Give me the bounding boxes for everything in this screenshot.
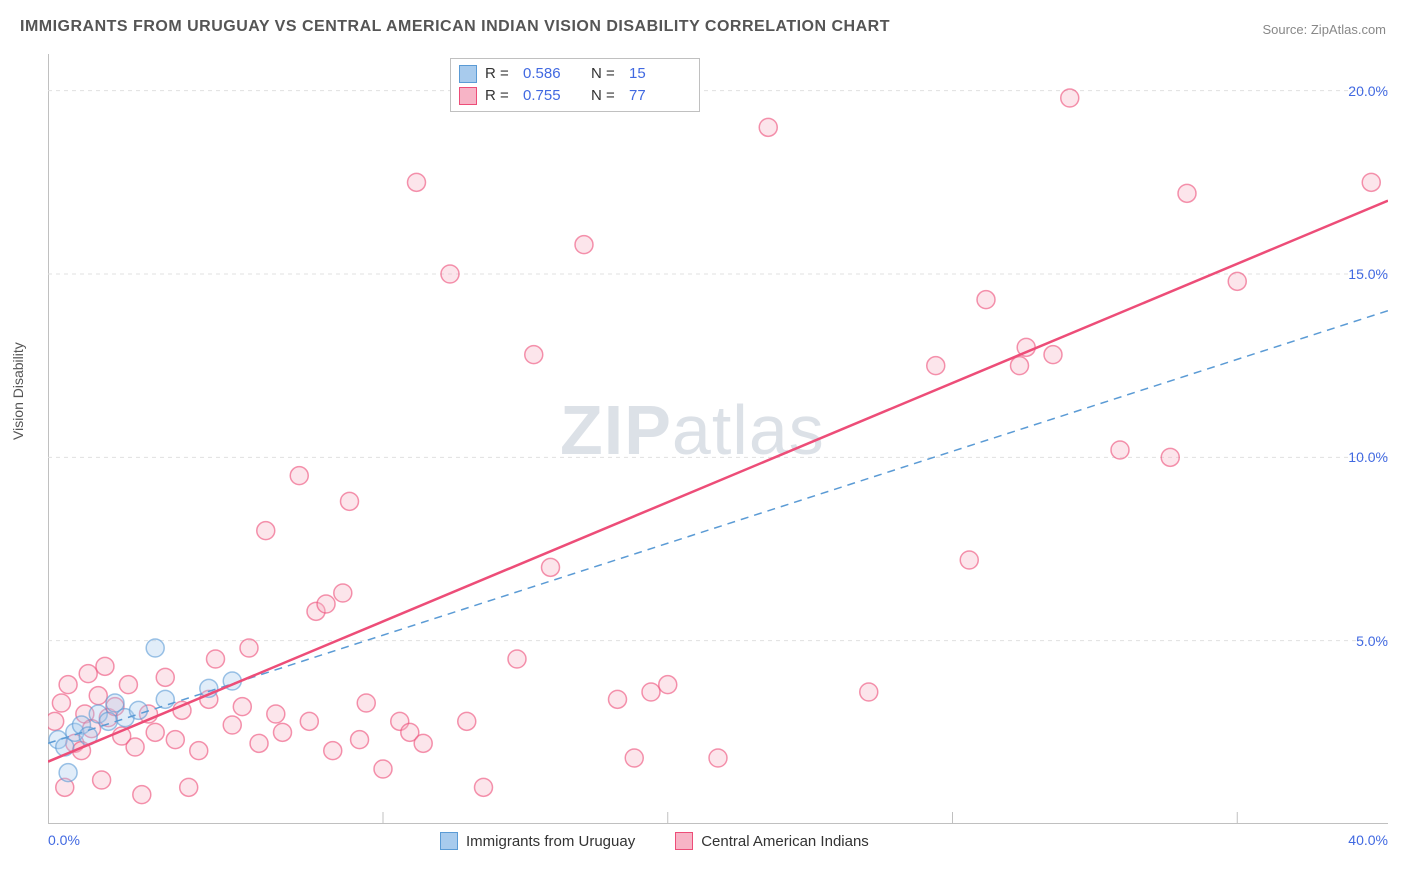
y-tick-2: 15.0% [1348, 266, 1388, 282]
n-label: N = [591, 63, 621, 85]
scatter-plot [48, 54, 1388, 824]
legend-swatch-pink [459, 87, 477, 105]
r-label: R = [485, 85, 515, 107]
legend-swatch-pink [675, 832, 693, 850]
legend-item-1: Immigrants from Uruguay [440, 832, 635, 850]
legend-row-2: R = 0.755 N = 77 [459, 85, 689, 107]
r-value-1: 0.586 [523, 63, 583, 85]
r-label: R = [485, 63, 515, 85]
x-tick-0: 0.0% [48, 832, 80, 848]
legend-swatch-blue [440, 832, 458, 850]
n-label: N = [591, 85, 621, 107]
y-tick-3: 20.0% [1348, 83, 1388, 99]
series-1-label: Immigrants from Uruguay [466, 833, 635, 850]
series-legend: Immigrants from Uruguay Central American… [440, 832, 869, 850]
legend-item-2: Central American Indians [675, 832, 869, 850]
series-2-label: Central American Indians [701, 833, 869, 850]
n-value-1: 15 [629, 63, 689, 85]
r-value-2: 0.755 [523, 85, 583, 107]
legend-row-1: R = 0.586 N = 15 [459, 63, 689, 85]
y-axis-label: Vision Disability [10, 342, 26, 440]
n-value-2: 77 [629, 85, 689, 107]
source-label: Source: ZipAtlas.com [1262, 22, 1386, 37]
x-tick-1: 40.0% [1348, 832, 1388, 848]
correlation-legend: R = 0.586 N = 15 R = 0.755 N = 77 [450, 58, 700, 112]
chart-title: IMMIGRANTS FROM URUGUAY VS CENTRAL AMERI… [20, 18, 890, 36]
y-tick-1: 10.0% [1348, 449, 1388, 465]
y-tick-0: 5.0% [1356, 633, 1388, 649]
chart-container: IMMIGRANTS FROM URUGUAY VS CENTRAL AMERI… [0, 0, 1406, 892]
legend-swatch-blue [459, 65, 477, 83]
